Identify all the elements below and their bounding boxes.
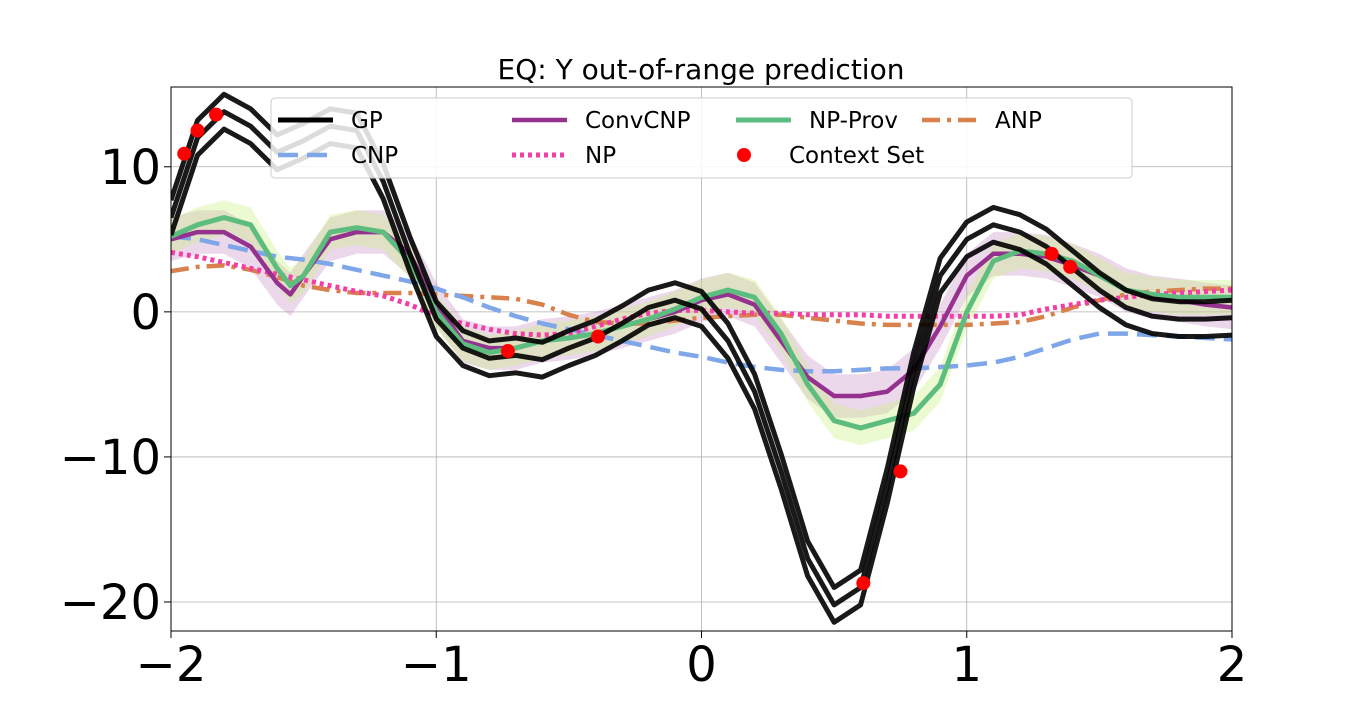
plot-area — [171, 91, 1232, 625]
x-tick-label: 1 — [951, 637, 982, 693]
context-point — [893, 464, 908, 479]
chart-title: EQ: Y out-of-range prediction — [498, 53, 905, 86]
legend: GP ConvCNP NP-Prov ANP CNP NP Context Set — [270, 97, 1133, 179]
legend-label: NP-Prov — [809, 108, 898, 134]
context-points — [177, 107, 1078, 591]
band-convcnp — [171, 210, 1232, 418]
y-tick-label: −20 — [60, 575, 161, 631]
context-point — [500, 344, 515, 359]
x-tick-label: −1 — [401, 637, 472, 693]
legend-label: NP — [585, 143, 616, 169]
context-point — [1044, 246, 1059, 261]
legend-box — [270, 97, 1133, 179]
x-tick-label: 2 — [1217, 637, 1248, 693]
y-tick-label: 10 — [100, 140, 161, 196]
context-point — [190, 123, 205, 138]
context-point — [209, 107, 224, 122]
legend-label: ANP — [995, 108, 1042, 134]
y-tick-label: −10 — [60, 430, 161, 486]
series-line-cnp — [171, 234, 1232, 374]
uncertainty-bands — [171, 200, 1232, 446]
x-tick-label: 0 — [686, 637, 717, 693]
x-tick-label: −2 — [136, 637, 207, 693]
context-point — [591, 329, 606, 344]
legend-label: CNP — [351, 143, 398, 169]
legend-label: GP — [351, 108, 383, 134]
legend-label: Context Set — [789, 143, 924, 169]
context-point — [177, 146, 192, 161]
y-tick-label: 0 — [130, 285, 161, 341]
series-line-anp — [171, 263, 1232, 328]
legend-marker — [737, 148, 751, 162]
context-point — [1063, 259, 1078, 274]
legend-label: ConvCNP — [585, 108, 691, 134]
series-line-np — [171, 249, 1232, 338]
context-point — [856, 576, 871, 591]
